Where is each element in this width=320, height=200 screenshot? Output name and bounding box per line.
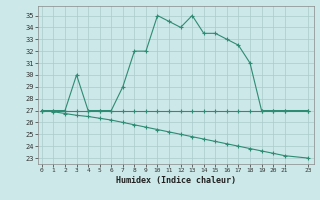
- X-axis label: Humidex (Indice chaleur): Humidex (Indice chaleur): [116, 176, 236, 185]
